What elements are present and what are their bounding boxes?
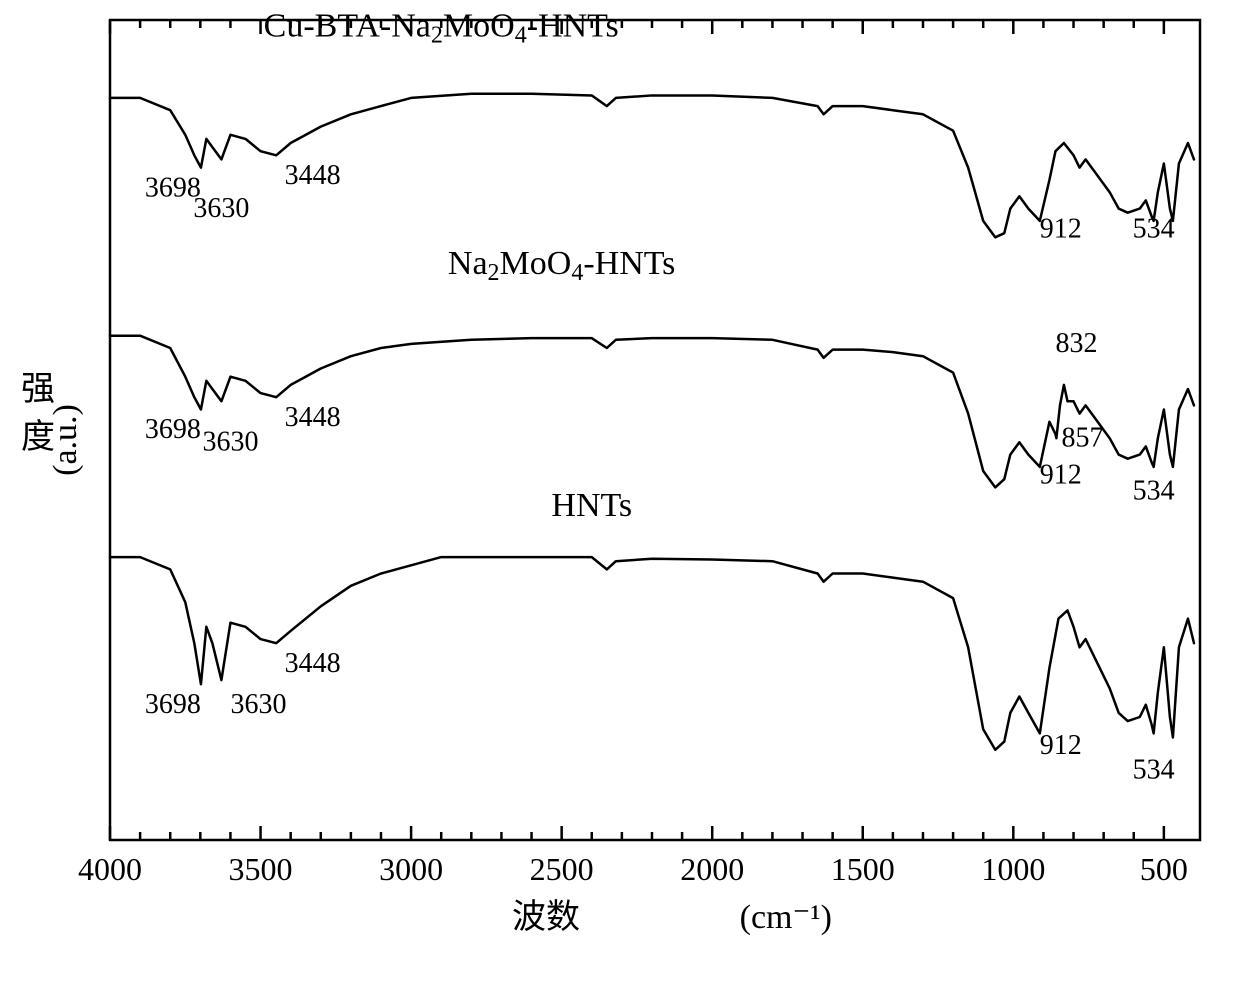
peak-label: 912 <box>1040 213 1082 244</box>
peak-label: 912 <box>1040 730 1082 761</box>
peak-label: 3448 <box>285 160 341 191</box>
peak-label: 3630 <box>230 689 286 720</box>
ftir-chart: 4000 3500 3000 2500 2000 1500 1000 500 波数 (cm⁻¹) 强… <box>0 0 1240 986</box>
x-tick-label: 3000 <box>379 851 443 887</box>
spectrum-line <box>110 94 1194 238</box>
peak-label: 3448 <box>285 402 341 433</box>
peak-label: 3698 <box>145 689 201 720</box>
x-tick-label: 500 <box>1140 851 1188 887</box>
peak-label: 912 <box>1040 459 1082 490</box>
x-tick-label: 1000 <box>981 851 1045 887</box>
series-label: Na2MoO4-HNTs <box>448 245 676 286</box>
x-tick-label: 2500 <box>530 851 594 887</box>
peak-label: 832 <box>1055 328 1097 359</box>
x-tick-label: 1500 <box>831 851 895 887</box>
x-tick-label: 2000 <box>680 851 744 887</box>
spectrum-line <box>110 557 1194 750</box>
spectrum-line <box>110 336 1194 488</box>
y-axis-unit: (a.u.) <box>47 404 84 476</box>
peak-label: 3698 <box>145 414 201 445</box>
x-axis-title: 波数 <box>512 898 580 936</box>
peak-label: 534 <box>1133 476 1175 507</box>
series-label: Cu-BTA-Na2MoO4-HNTs <box>264 7 619 48</box>
x-axis-unit: (cm⁻¹) <box>740 899 832 936</box>
x-tick-label: 4000 <box>78 851 142 887</box>
series-label: HNTs <box>551 487 632 524</box>
peak-label: 3448 <box>285 648 341 679</box>
peak-label: 3630 <box>202 427 258 458</box>
peak-label: 857 <box>1061 422 1103 453</box>
peak-label: 3630 <box>193 193 249 224</box>
peak-label: 534 <box>1133 755 1175 786</box>
y-axis-title-char: 强 <box>21 371 55 408</box>
peak-label: 534 <box>1133 213 1175 244</box>
x-tick-label: 3500 <box>229 851 293 887</box>
